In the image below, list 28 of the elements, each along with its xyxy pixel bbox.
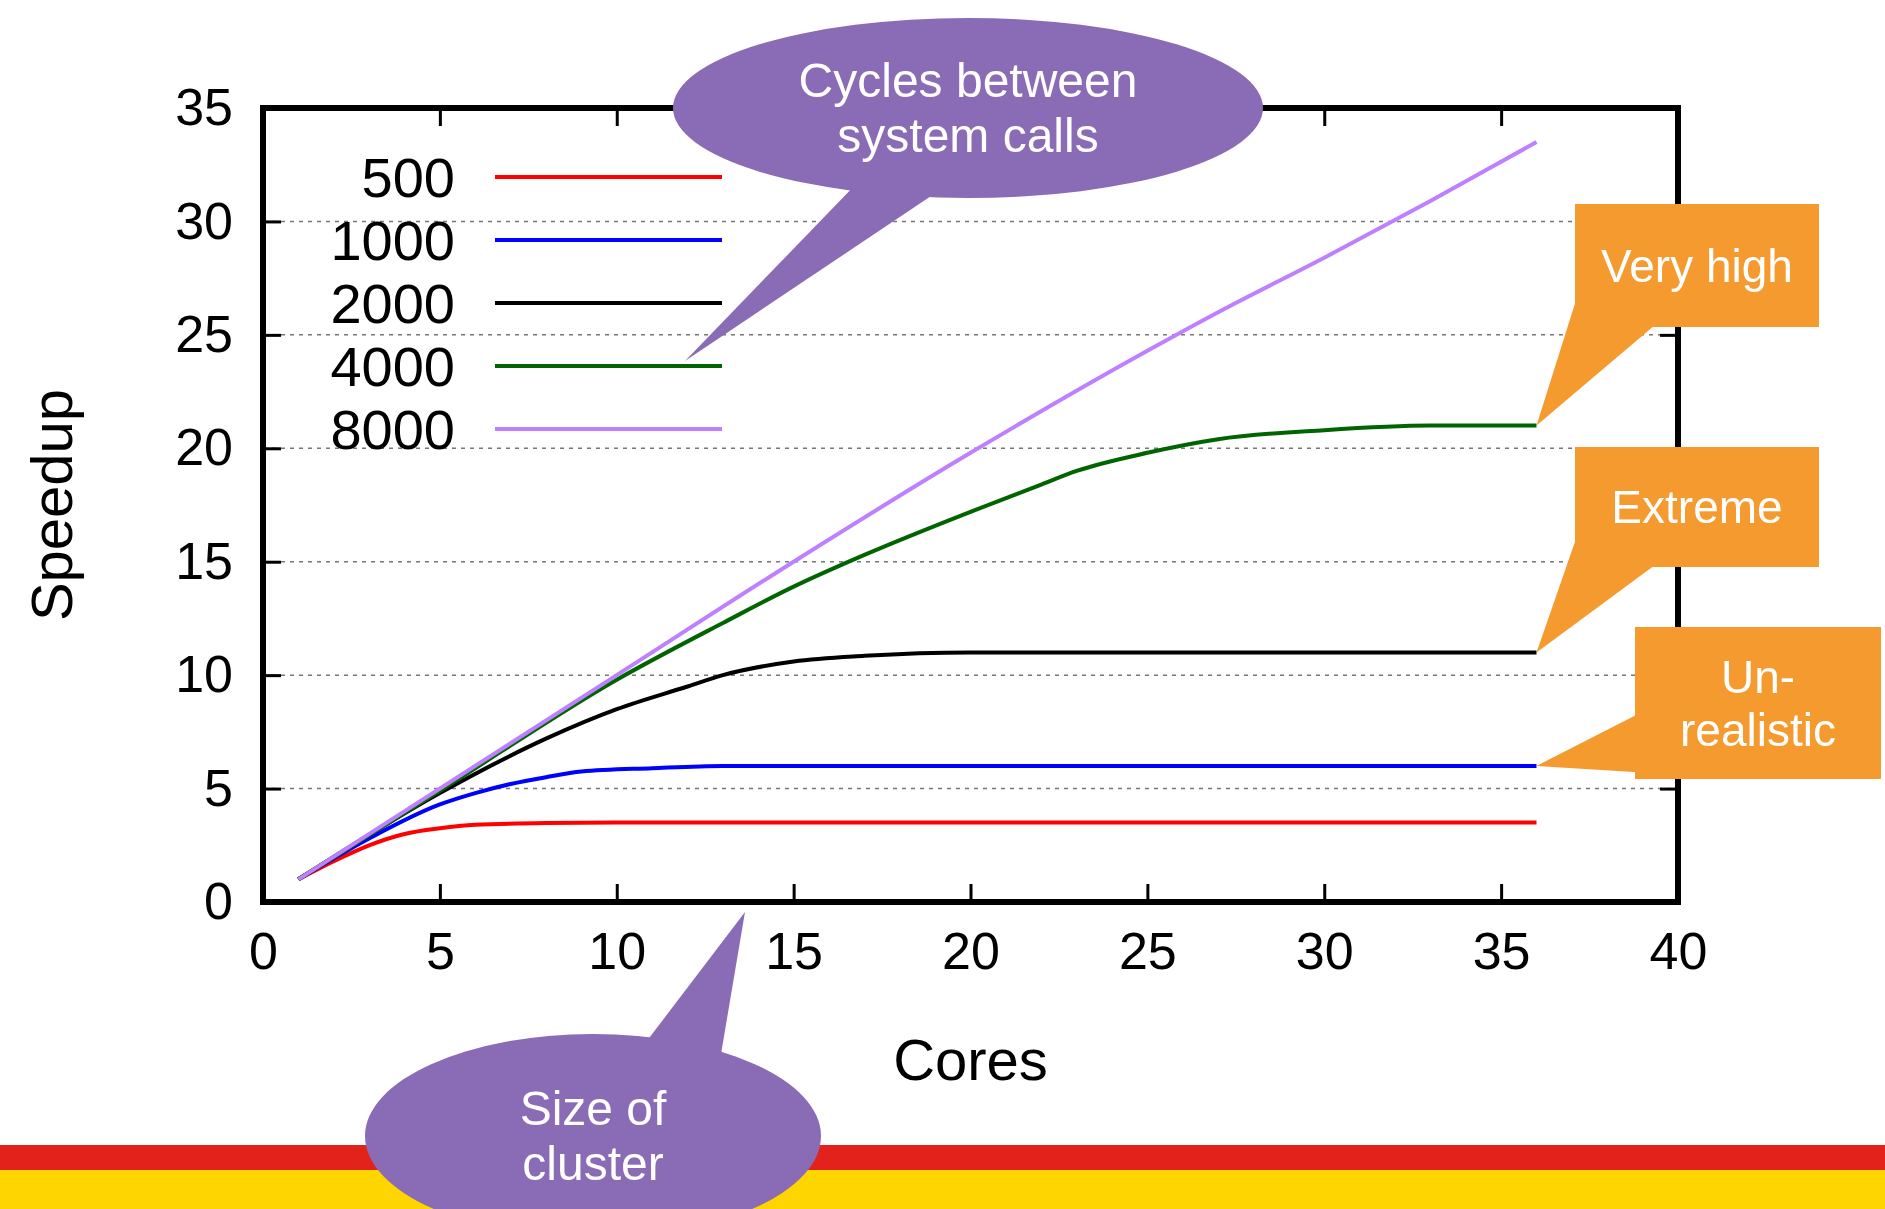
- y-tick-label: 5: [204, 758, 233, 817]
- annotation: Extreme: [1611, 481, 1783, 534]
- y-tick-label: 20: [175, 418, 233, 477]
- y-tick-label: 35: [175, 78, 233, 137]
- x-tick-label: 40: [1649, 921, 1708, 980]
- x-tick-label: 30: [1295, 921, 1354, 980]
- x-tick-label: 5: [425, 921, 455, 980]
- y-tick-label: 25: [175, 305, 233, 363]
- y-tick-label: 15: [175, 531, 233, 590]
- legend-label: 2000: [330, 271, 455, 335]
- legend-label: 8000: [330, 397, 455, 461]
- callout-box: Very high: [1536, 204, 1819, 426]
- x-tick-label: 0: [249, 921, 278, 980]
- y-tick-label: 10: [175, 645, 233, 704]
- legend-label: 500: [361, 145, 455, 209]
- y-axis-title: Speedup: [19, 388, 84, 622]
- legend-label: 1000: [330, 208, 455, 272]
- y-tick-label: 30: [175, 191, 233, 250]
- x-tick-label: 35: [1472, 921, 1531, 980]
- x-axis-title: Cores: [893, 1027, 1048, 1092]
- y-tick-label: 0: [204, 872, 233, 931]
- x-tick-label: 15: [765, 921, 824, 980]
- annotation: Cycles between system calls: [798, 54, 1138, 163]
- x-tick-label: 10: [588, 921, 647, 980]
- annotation: Very high: [1601, 239, 1793, 292]
- x-tick-label: 25: [1118, 921, 1177, 980]
- legend-label: 4000: [330, 334, 455, 398]
- x-tick-label: 20: [942, 921, 1000, 980]
